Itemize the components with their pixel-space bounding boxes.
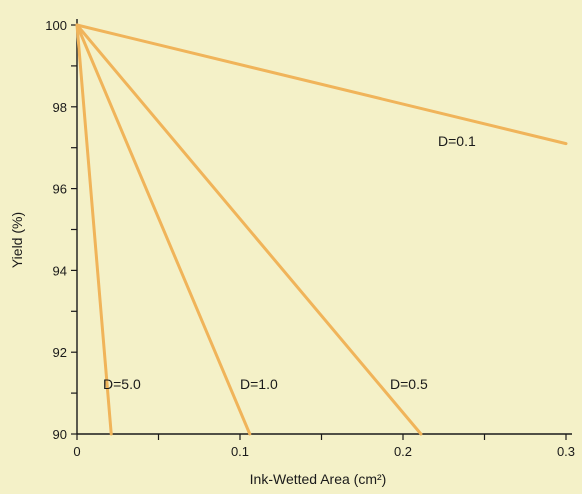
x-axis-title: Ink-Wetted Area (cm²) bbox=[250, 471, 387, 487]
y-tick-label: 96 bbox=[53, 182, 67, 197]
x-tick-label: 0.1 bbox=[231, 444, 249, 459]
y-tick-label: 90 bbox=[53, 427, 67, 442]
x-tick-label: 0.2 bbox=[394, 444, 412, 459]
series-line bbox=[75, 23, 113, 436]
x-tick-label: 0 bbox=[73, 444, 80, 459]
series-label: D=5.0 bbox=[103, 376, 141, 392]
y-tick-label: 100 bbox=[45, 18, 67, 33]
series-line bbox=[75, 23, 423, 436]
series-label: D=1.0 bbox=[240, 376, 278, 392]
y-tick-label: 98 bbox=[53, 100, 67, 115]
series-label: D=0.1 bbox=[438, 133, 476, 149]
y-tick-label: 92 bbox=[53, 345, 67, 360]
x-tick-label: 0.3 bbox=[557, 444, 575, 459]
y-axis-title: Yield (%) bbox=[9, 212, 25, 268]
series-line bbox=[75, 23, 568, 146]
y-tick-label: 94 bbox=[53, 263, 67, 278]
series-line bbox=[75, 23, 252, 436]
series-label: D=0.5 bbox=[390, 376, 428, 392]
